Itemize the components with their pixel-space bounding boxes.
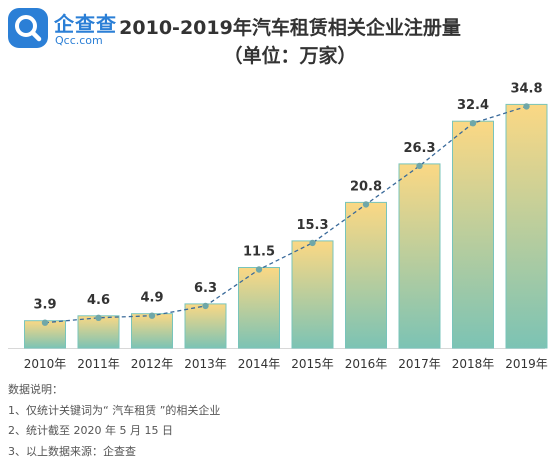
- trend-point: [523, 103, 530, 110]
- bar-chart: 3.9 2010年 4.6 2011年 4.9 2012年 6.3 2013年 11.5 2014…: [8, 81, 548, 371]
- trend-point: [416, 162, 423, 170]
- data-label: 20.8: [350, 179, 382, 194]
- x-tick-label: 2018年: [452, 357, 495, 371]
- note-item: 2、统计截至 2020 年 5 月 15 日: [8, 424, 173, 437]
- trend-point: [469, 120, 477, 127]
- bar: [345, 201, 387, 349]
- x-tick-label: 2019年: [505, 357, 548, 371]
- bar: [505, 103, 548, 349]
- chart-title: 2010-2019年汽车租赁相关企业注册量: [119, 17, 461, 39]
- x-tick-label: 2013年: [184, 357, 227, 371]
- bar: [77, 315, 120, 349]
- x-tick-label: 2010年: [24, 357, 67, 371]
- x-tick-label: 2017年: [398, 357, 441, 371]
- trend-point: [202, 302, 209, 310]
- logo-name: 企查查: [54, 12, 117, 36]
- bar: [184, 303, 227, 349]
- x-tick-label: 2014年: [238, 357, 281, 371]
- trend-point: [362, 201, 370, 208]
- data-label: 15.3: [296, 218, 328, 233]
- data-label: 6.3: [194, 281, 217, 296]
- trend-point: [95, 314, 102, 321]
- trend-line: [44, 105, 527, 324]
- bar: [398, 163, 441, 349]
- trend-point: [148, 312, 156, 319]
- data-label: 11.5: [243, 245, 275, 260]
- note-item: 1、仅统计关键词为“ 汽车租赁 ”的相关企业: [8, 403, 221, 417]
- chart-subtitle: （单位：万家）: [223, 45, 357, 67]
- x-tick-label: 2011年: [77, 357, 120, 371]
- trend-point: [309, 239, 316, 247]
- notes-heading: 数据说明：: [8, 383, 63, 396]
- note-item: 3、以上数据来源：企查查: [8, 444, 136, 458]
- bar: [452, 120, 494, 349]
- data-label: 4.9: [140, 291, 163, 306]
- data-label: 4.6: [87, 293, 110, 308]
- bar: [291, 240, 334, 349]
- bar: [238, 267, 280, 349]
- trend-point: [41, 319, 49, 326]
- bar: [131, 313, 173, 349]
- trend-point: [255, 266, 263, 273]
- x-tick-label: 2012年: [131, 357, 174, 371]
- data-label: 32.4: [457, 98, 489, 113]
- x-tick-label: 2016年: [345, 357, 388, 371]
- x-tick-label: 2015年: [291, 357, 334, 371]
- qcc-logo: 企查查 Qcc.com: [8, 6, 116, 50]
- data-label: 26.3: [403, 141, 435, 156]
- data-notes: 数据说明： 1、仅统计关键词为“ 汽车租赁 ”的相关企业 2、统计截至 2020…: [8, 380, 220, 462]
- data-label: 34.8: [510, 81, 542, 96]
- logo-domain: Qcc.com: [55, 34, 103, 47]
- data-label: 3.9: [33, 298, 56, 313]
- magnifier-logo-icon: [8, 8, 48, 48]
